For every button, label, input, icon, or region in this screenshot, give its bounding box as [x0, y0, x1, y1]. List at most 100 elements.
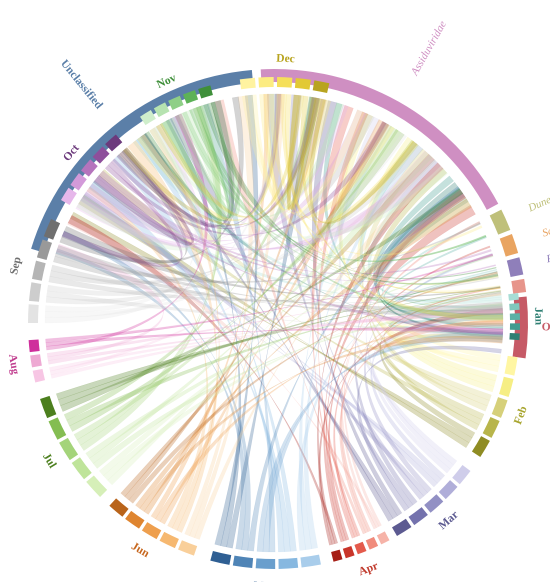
- month-segment-may: [210, 550, 232, 565]
- chord-ribbon: [300, 95, 501, 294]
- chord-ribbon: [45, 253, 494, 343]
- chord-ribbon: [189, 93, 285, 539]
- chord-ribbon: [89, 150, 433, 464]
- chord-ribbon: [144, 101, 234, 222]
- chord-ribbon: [135, 198, 472, 509]
- month-segment-nov: [182, 90, 199, 104]
- chord-ribbon: [127, 140, 218, 533]
- month-segment-aug: [28, 339, 40, 353]
- chord-ribbon: [50, 305, 503, 379]
- family-arc-unclassified: [31, 69, 253, 253]
- chord-ribbon: [182, 111, 499, 285]
- chord-ribbon: [178, 112, 487, 263]
- chord-ribbon: [88, 180, 291, 552]
- chord-ribbon: [262, 331, 504, 553]
- chord-ribbon: [383, 235, 504, 317]
- chord-ribbon: [59, 96, 244, 264]
- month-segment-mar: [392, 518, 412, 537]
- chord-ribbon: [49, 309, 504, 372]
- chord-ribbon: [94, 177, 504, 336]
- chord-ribbon: [199, 103, 276, 553]
- chord-ribbon: [98, 168, 482, 426]
- chord-ribbon: [86, 186, 209, 529]
- chord-ribbon: [246, 94, 501, 292]
- month-segment-jul: [86, 475, 108, 497]
- month-segment-feb: [482, 417, 500, 438]
- month-segment-dec: [294, 77, 311, 90]
- chord-ribbon: [312, 100, 403, 517]
- chord-ribbon: [80, 191, 428, 497]
- month-segment-apr: [354, 541, 367, 555]
- chord-ribbon: [308, 98, 418, 224]
- chord-ribbon: [155, 95, 304, 218]
- chord-ribbon: [311, 104, 355, 539]
- chord-ribbon: [155, 320, 504, 522]
- month-label-sep: Sep: [8, 256, 24, 276]
- month-label-feb: Feb: [512, 405, 530, 427]
- chord-ribbon: [61, 230, 251, 551]
- chord-ribbon: [99, 170, 492, 275]
- ribbons-layer: [44, 93, 504, 553]
- chord-ribbon: [206, 102, 497, 280]
- chord-ribbon: [135, 136, 297, 552]
- chord-ribbon: [343, 221, 481, 527]
- chord-ribbon: [367, 158, 503, 305]
- month-segment-apr: [331, 549, 343, 562]
- chord-ribbon: [48, 276, 499, 302]
- month-segment-oct: [92, 146, 110, 164]
- month-segment-apr: [365, 536, 379, 550]
- month-label-jun: Jun: [129, 540, 152, 560]
- month-label-apr: Apr: [357, 560, 380, 578]
- chord-ribbon: [323, 189, 467, 543]
- chord-ribbon: [61, 231, 501, 298]
- month-segment-aug: [32, 368, 46, 383]
- chord-ribbon: [188, 108, 504, 320]
- chord-ribbon: [203, 103, 499, 285]
- chord-ribbon: [268, 93, 483, 256]
- chord-ribbon: [325, 204, 476, 542]
- chord-ribbon: [107, 154, 437, 486]
- month-segment-may: [278, 557, 299, 569]
- month-segment-dec: [258, 77, 274, 88]
- chord-ribbon: [112, 154, 285, 553]
- month-segment-jul: [71, 457, 92, 480]
- chord-ribbon: [149, 128, 448, 239]
- chord-ribbon: [76, 105, 222, 446]
- chord-ribbon: [296, 254, 494, 551]
- month-segment-may: [300, 554, 321, 568]
- chord-ribbon: [46, 273, 499, 358]
- chord-ribbon: [194, 162, 444, 540]
- family-arc-duneviridae: [489, 209, 511, 235]
- chord-ribbon: [96, 173, 496, 282]
- chord-ribbon: [67, 214, 380, 529]
- chord-ribbon: [318, 308, 504, 546]
- chord-ribbon: [69, 129, 405, 432]
- chord-ribbon: [98, 199, 472, 477]
- month-segment-dec: [312, 80, 330, 94]
- month-segment-oct: [105, 134, 123, 152]
- month-segment-feb: [471, 436, 490, 457]
- chord-ribbon: [60, 188, 464, 412]
- chord-ribbon: [75, 104, 349, 249]
- month-label-jul: Jul: [40, 451, 58, 470]
- month-segment-feb: [499, 376, 514, 398]
- chord-ribbon: [241, 95, 499, 285]
- chord-ribbon: [84, 154, 437, 251]
- chord-ribbon: [251, 94, 365, 214]
- chord-ribbon: [317, 162, 444, 545]
- chord-ribbon: [303, 145, 424, 550]
- chord-ribbon: [47, 243, 164, 361]
- chord-ribbon: [104, 121, 389, 236]
- chord-ribbon: [317, 111, 369, 537]
- month-label-dec: Dec: [276, 52, 295, 65]
- month-segment-mar: [438, 480, 458, 500]
- family-label-unclassified: Unclassified: [58, 58, 105, 112]
- month-segment-nov: [168, 95, 184, 110]
- chord-ribbon: [382, 333, 503, 420]
- chord-ribbon: [120, 153, 435, 497]
- month-segment-sep: [27, 304, 39, 323]
- chord-ribbon: [80, 105, 222, 451]
- chord-ribbon: [287, 94, 321, 211]
- month-segment-feb: [491, 397, 508, 418]
- chord-ribbon: [285, 94, 419, 224]
